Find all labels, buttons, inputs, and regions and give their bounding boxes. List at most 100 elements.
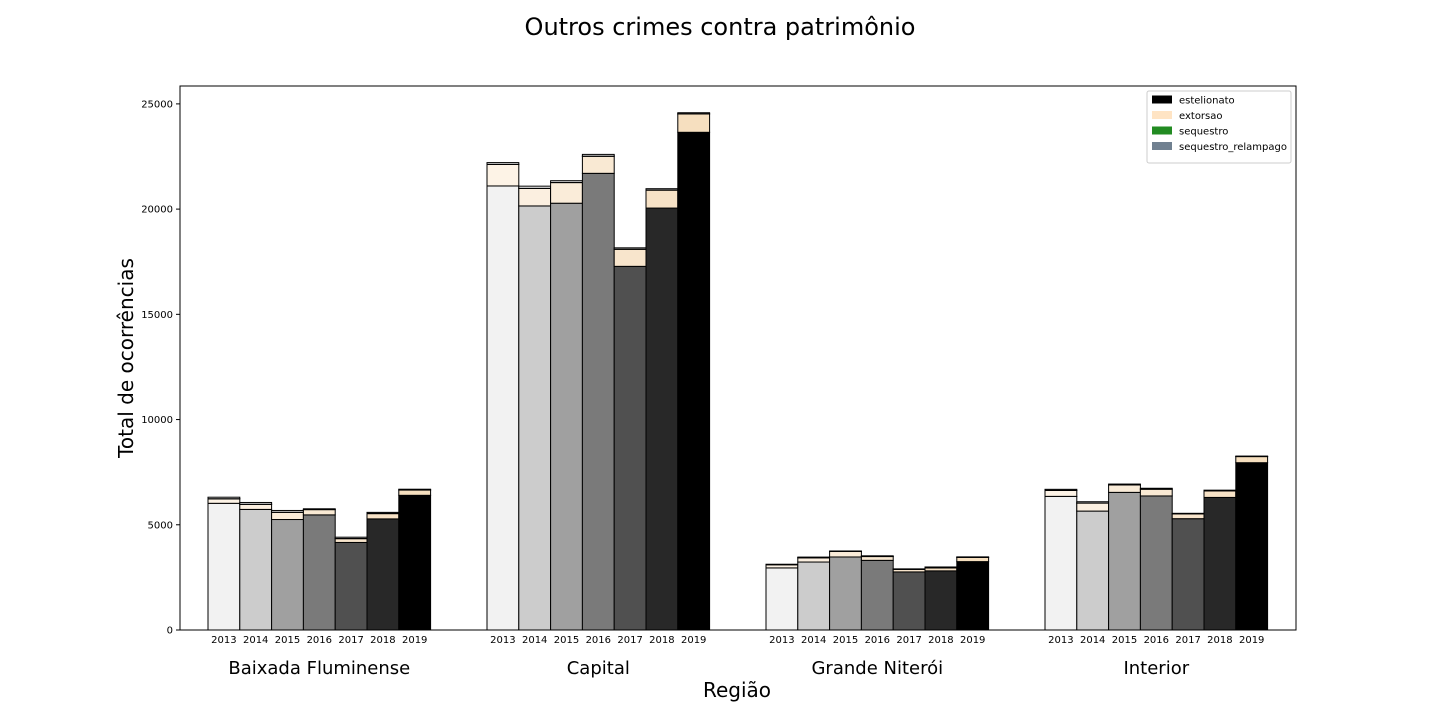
bar-segment-estelionato [486, 185, 520, 631]
bar-segment-sequestro-relampago [1044, 488, 1078, 491]
bar-segment-sequestro-relampago [334, 536, 368, 539]
bar-segment-extorsao [1171, 513, 1205, 520]
bar-segment-estelionato [518, 205, 552, 631]
legend-swatch [1152, 95, 1172, 104]
bar-segment-sequestro-relampago [613, 247, 647, 250]
x-tick-label-year: 2013 [490, 635, 515, 646]
bar-segment-extorsao [1139, 488, 1173, 497]
bar-segment-estelionato [613, 265, 647, 631]
bar-segment-estelionato [334, 541, 368, 631]
bar-segment-extorsao [486, 163, 520, 187]
bar-segment-sequestro-relampago [1203, 489, 1237, 492]
bar-segment-extorsao [334, 538, 368, 543]
x-tick-label-year: 2016 [307, 635, 332, 646]
x-tick-label-year: 2016 [586, 635, 611, 646]
bar-segment-sequestro-relampago [1076, 501, 1110, 504]
bar-segment-estelionato [366, 518, 400, 631]
bar-segment-sequestro-relampago [239, 501, 273, 505]
bar-segment-estelionato [892, 571, 926, 631]
bar-segment-extorsao [613, 248, 647, 267]
bar-segment-estelionato [645, 207, 679, 631]
y-tick-label: 5000 [148, 520, 173, 531]
bar-segment-extorsao [645, 189, 679, 209]
x-tick-label-year: 2019 [1239, 635, 1264, 646]
bar-segment-estelionato [924, 570, 958, 631]
bar-segment-extorsao [1076, 502, 1110, 512]
x-tick-label-year: 2017 [1175, 635, 1200, 646]
bar-segment-extorsao [1108, 484, 1141, 493]
bar-segment-sequestro-relampago [518, 185, 552, 189]
x-tick-label-year: 2018 [649, 635, 674, 646]
y-tick-label: 20000 [141, 205, 173, 216]
plot-frame [179, 85, 1297, 631]
bar-segment-sequestro-relampago [302, 508, 336, 510]
region-label: Capital [567, 658, 630, 679]
bar-segment-estelionato [797, 561, 831, 631]
bar-segment-sequestro-relampago [271, 509, 304, 513]
bar-segment-sequestro-relampago [1139, 487, 1173, 490]
bar-segment-extorsao [677, 113, 711, 133]
bar-segment-sequestro-relampago [677, 112, 711, 115]
x-tick-label-year: 2013 [211, 635, 236, 646]
x-tick-label-year: 2015 [1112, 635, 1137, 646]
bar-segment-estelionato [765, 567, 799, 631]
x-tick-label-year: 2015 [275, 635, 300, 646]
region-label: Grande Niterói [811, 658, 943, 679]
legend-swatch [1152, 142, 1172, 150]
bar-segment-estelionato [1108, 491, 1141, 631]
bar-segment-extorsao [366, 513, 400, 520]
bar-segment-sequestro-relampago [207, 496, 241, 500]
bar-segment-sequestro-relampago [860, 555, 894, 557]
x-tick-label-year: 2014 [1080, 635, 1105, 646]
bar-segment-sequestro-relampago [366, 511, 400, 514]
x-axis-title: Região [703, 678, 771, 702]
bar-segment-estelionato [829, 556, 862, 631]
bar-segment-estelionato [207, 502, 241, 631]
x-tick-label-year: 2013 [769, 635, 794, 646]
bar-segment-sequestro-relampago [924, 566, 958, 569]
bar-segment-extorsao [518, 187, 552, 207]
plot-area: 0 5000 10000 15000 20000 25000 2013 2014 2015 201… [141, 85, 1297, 679]
legend-box [1146, 90, 1292, 164]
x-tick-label-year: 2019 [960, 635, 985, 646]
bar-segment-sequestro-relampago [486, 162, 520, 165]
y-tick-label: 0 [167, 626, 173, 637]
bar-segment-extorsao [302, 509, 336, 516]
x-tick-label-year: 2014 [801, 635, 826, 646]
bar-segment-sequestro-relampago [1108, 483, 1141, 486]
bar-segment-estelionato [271, 519, 304, 631]
bar-segment-extorsao [860, 556, 894, 561]
x-tick-label-year: 2016 [865, 635, 890, 646]
bar-segment-extorsao [207, 498, 241, 504]
bar-segment-sequestro-relampago [581, 153, 615, 157]
bar-segment-extorsao [398, 489, 432, 496]
bar-segment-estelionato [1203, 496, 1237, 631]
bar-segment-extorsao [1044, 489, 1078, 497]
bar-segment-estelionato [302, 514, 336, 631]
legend-swatch [1152, 111, 1172, 119]
legend: estelionato extorsao sequestro sequestro_re… [1146, 90, 1292, 164]
bar-segment-extorsao [1203, 490, 1237, 498]
x-tick-label-year: 2018 [1207, 635, 1232, 646]
bar-segment-estelionato [1076, 510, 1110, 631]
bar-segment-estelionato [581, 172, 615, 631]
x-tick-label-year: 2013 [1048, 635, 1073, 646]
x-tick-label-year: 2014 [522, 635, 547, 646]
bar-segment-estelionato [956, 561, 990, 631]
bar-segment-extorsao [1235, 456, 1269, 464]
region-label: Baixada Fluminense [228, 658, 410, 679]
x-tick-label-year: 2016 [1144, 635, 1169, 646]
y-axis-title: Total de ocorrências [114, 258, 138, 459]
x-tick-label-year: 2015 [554, 635, 579, 646]
bar-segment-estelionato [550, 202, 583, 631]
chart-title: Outros crimes contra patrimônio [525, 13, 916, 41]
bar-segment-estelionato [398, 494, 432, 631]
bar-segment-estelionato [1235, 462, 1269, 631]
x-tick-label-year: 2019 [402, 635, 427, 646]
x-tick-label-year: 2018 [370, 635, 395, 646]
bar-segment-sequestro-relampago [797, 556, 831, 559]
bar-segment-estelionato [1171, 518, 1205, 631]
legend-swatch [1152, 126, 1172, 135]
